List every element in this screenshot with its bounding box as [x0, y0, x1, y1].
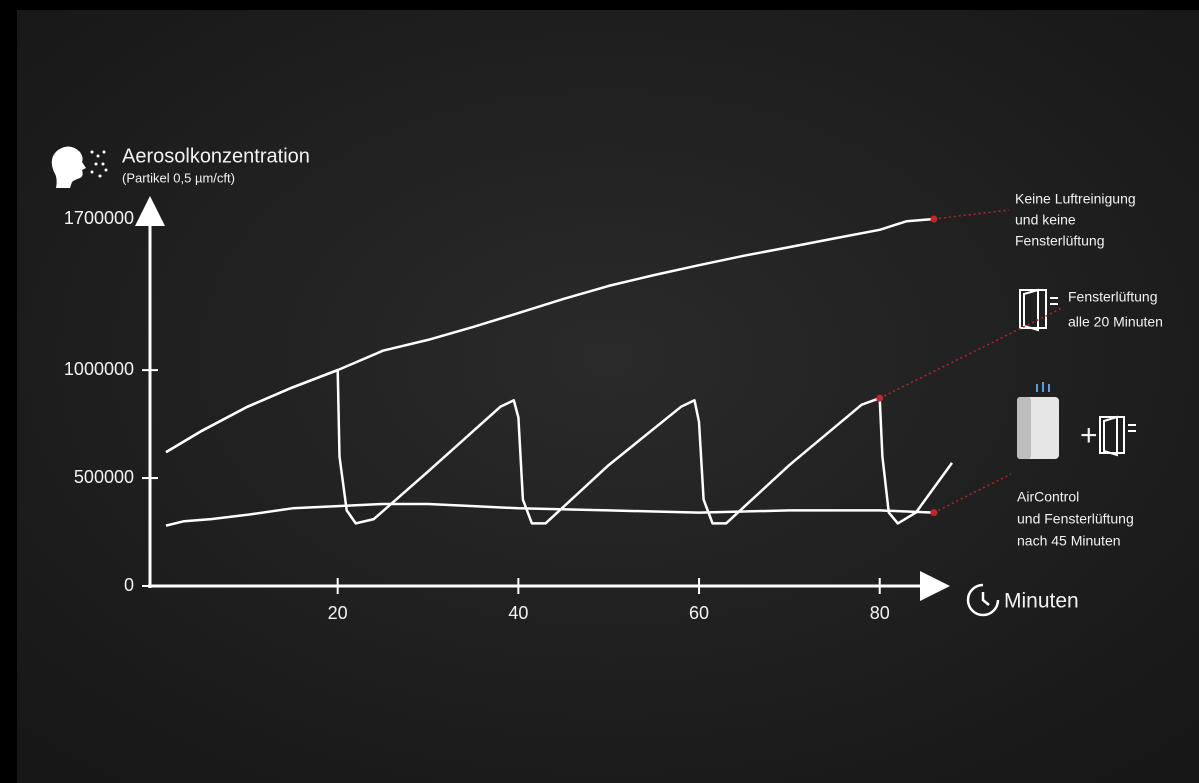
- door-icon: [1019, 288, 1058, 332]
- series-label: und Fensterlüftung: [1017, 511, 1134, 527]
- series-label: Fensterlüftung: [1068, 289, 1158, 305]
- board: [17, 10, 1199, 783]
- x-axis-title: Minuten: [1004, 590, 1079, 613]
- leader-line: [933, 473, 1012, 514]
- y-tick-label: 1700000: [64, 208, 134, 228]
- x-tick-label: 60: [689, 603, 709, 623]
- series-line: [165, 502, 934, 527]
- x-tick-label: 80: [870, 603, 890, 623]
- y-axis-title: Aerosolkonzentration: [122, 145, 310, 167]
- end-dot: [876, 394, 884, 402]
- series-label: nach 45 Minuten: [1017, 533, 1121, 549]
- head-icon: [51, 146, 108, 188]
- series-label: Fensterlüftung: [1015, 233, 1105, 249]
- y-axis-subtitle: (Partikel 0,5 µm/cft): [122, 170, 235, 185]
- x-tick-label: 40: [508, 603, 528, 623]
- x-tick-label: 20: [328, 603, 348, 623]
- end-dot: [930, 509, 938, 517]
- plus-sign: +: [1080, 419, 1098, 452]
- series-label: Keine Luftreinigung: [1015, 191, 1136, 207]
- series-label: und keine: [1015, 212, 1076, 228]
- series-label: alle 20 Minuten: [1068, 314, 1163, 330]
- y-tick-label: 0: [124, 575, 134, 595]
- y-tick-label: 1000000: [64, 359, 134, 379]
- clock-icon: [966, 583, 1000, 617]
- series-label: AirControl: [1017, 489, 1079, 505]
- y-tick-label: 500000: [74, 467, 134, 487]
- purifier-icon: +: [1017, 382, 1136, 459]
- end-dot: [930, 215, 938, 223]
- leader-line: [879, 307, 1063, 399]
